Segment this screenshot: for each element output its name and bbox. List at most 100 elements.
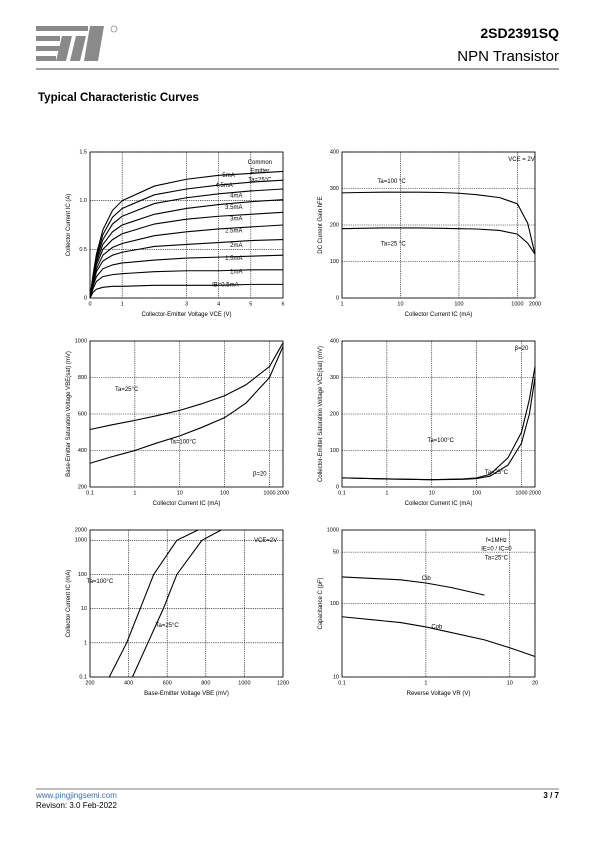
curve [341, 191, 536, 255]
curve [89, 342, 284, 431]
curve [89, 269, 283, 299]
chart: 0 1 3 4 5 6 0 0.5 1.0 1.5 Collector-Emitter Voltag… [66, 149, 285, 318]
y-tick-label: 50 [333, 550, 339, 556]
logo [36, 25, 118, 61]
y-tick-label: 100 [330, 448, 339, 454]
series-label: 1.5mA [225, 256, 242, 262]
x-tick-label: 1000 [511, 301, 523, 307]
y-tick-label: 0 [336, 295, 339, 301]
y-tick-label: 200 [330, 222, 339, 228]
x-tick-label: 20 [532, 680, 538, 686]
x-tick-label: 1 [133, 490, 136, 496]
x-tick-label: 100 [454, 301, 463, 307]
annotation: Ta=25°C [485, 556, 509, 562]
y-axis-label: Collector-Emitter Saturation Voltage VCE… [318, 346, 324, 482]
curve [89, 254, 284, 299]
x-tick-label: 0.1 [86, 490, 94, 496]
y-tick-label: 1000 [75, 338, 87, 344]
annotation: β=20 [515, 346, 529, 352]
curve [341, 616, 536, 658]
y-tick-label: 200 [330, 411, 339, 417]
x-tick-label: 1 [424, 680, 427, 686]
y-tick-label: 0.5 [79, 247, 87, 253]
part-description: NPN Transistor [457, 48, 559, 65]
section-title: Typical Characteristic Curves [38, 92, 199, 104]
y-tick-label: 600 [78, 411, 87, 417]
y-tick-label: 300 [330, 375, 339, 381]
annotation: IE=0 / IC=0 [481, 547, 512, 553]
page-number: 3 / 7 [543, 791, 559, 800]
y-tick-label: 10 [333, 674, 339, 680]
chart: 0.1 1 10 20 10 100 50 1000 Reverse Voltage VR (V… [318, 527, 538, 697]
x-tick-label: 600 [163, 680, 172, 686]
x-tick-label: 10 [429, 490, 435, 496]
curve [89, 239, 284, 299]
y-tick-label: 0 [84, 295, 87, 301]
y-tick-label: 800 [78, 375, 87, 381]
series-label: Ta=25°C [485, 470, 509, 476]
x-tick-label: 1200 [277, 680, 289, 686]
series-label: 3mA [230, 217, 242, 223]
x-axis-label: Collector-Emitter Voltage VCE (V) [141, 312, 231, 318]
curve [341, 576, 485, 596]
series-label: Ta=100°C [170, 439, 197, 445]
chart: 1 10 100 1000 2000 0 100 200 300 400 Collector Cur… [318, 149, 541, 318]
y-tick-label: 0.1 [79, 674, 87, 680]
x-tick-label: 1000 [263, 490, 275, 496]
series-label: 2.5mA [225, 228, 242, 234]
annotation: f=1MHz [486, 538, 507, 544]
x-tick-label: 1 [121, 301, 124, 307]
annotation: Common [248, 160, 272, 166]
curve [131, 529, 222, 678]
x-tick-label: 400 [124, 680, 133, 686]
x-tick-label: 6 [281, 301, 284, 307]
y-tick-label: 1 [84, 640, 87, 646]
series-label: 4mA [230, 193, 242, 199]
series-label: Ta=100 °C [377, 179, 406, 185]
series-label: IB=0.5mA [212, 282, 239, 288]
series-label: 4.5mA [215, 183, 232, 189]
x-tick-label: 2000 [277, 490, 289, 496]
plot-frame [89, 529, 284, 678]
y-tick-label: 2000 [75, 527, 87, 533]
x-tick-label: 3 [185, 301, 188, 307]
part-number: 2SD2391SQ [480, 25, 559, 41]
x-tick-label: 5 [249, 301, 252, 307]
x-tick-label: 100 [472, 490, 481, 496]
y-tick-label: 0 [336, 484, 339, 490]
x-tick-label: 0.1 [338, 680, 346, 686]
x-tick-label: 200 [85, 680, 94, 686]
y-axis-label: Capacitance C (pF) [318, 577, 324, 629]
curve [341, 366, 536, 481]
y-tick-label: 100 [330, 259, 339, 265]
x-tick-label: 1 [385, 490, 388, 496]
series-label: Ta=25°C [156, 623, 180, 629]
annotation: VCE=2V [254, 538, 277, 544]
x-axis-label: Collector Current IC (mA) [405, 312, 473, 318]
series-label: Cob [431, 625, 443, 631]
x-axis-label: Collector Current IC (mA) [405, 501, 473, 507]
y-axis-label: DC Current Gain hFE [318, 196, 324, 253]
y-tick-label: 200 [78, 484, 87, 490]
curve [341, 377, 536, 481]
x-tick-label: 0.1 [338, 490, 346, 496]
y-axis-label: Collector Current IC (A) [66, 194, 72, 257]
series-label: 2mA [230, 243, 242, 249]
series-label: Cib [422, 576, 432, 582]
x-tick-label: 10 [397, 301, 403, 307]
x-tick-label: 10 [507, 680, 513, 686]
x-axis-label: Base-Emitter Voltage VBE (mV) [144, 691, 229, 697]
series-label: Ta=100°C [427, 438, 454, 444]
chart: 0.1 1 10 100 1000 2000 0 100 200 300 400 Collector … [318, 338, 541, 507]
y-tick-label: 1000 [75, 538, 87, 544]
website[interactable]: www.pingjingsemi.com [35, 791, 117, 800]
annotation: Ta=25°C [248, 177, 272, 183]
chart: 0.1 1 10 100 1000 20002004006008001000Collect… [66, 338, 289, 507]
y-tick-label: 1.0 [79, 198, 87, 204]
y-tick-label: 1.5 [79, 149, 87, 155]
x-tick-label: 2000 [529, 490, 541, 496]
y-tick-label: 400 [78, 448, 87, 454]
x-axis-label: Collector Current IC (mA) [153, 501, 221, 507]
